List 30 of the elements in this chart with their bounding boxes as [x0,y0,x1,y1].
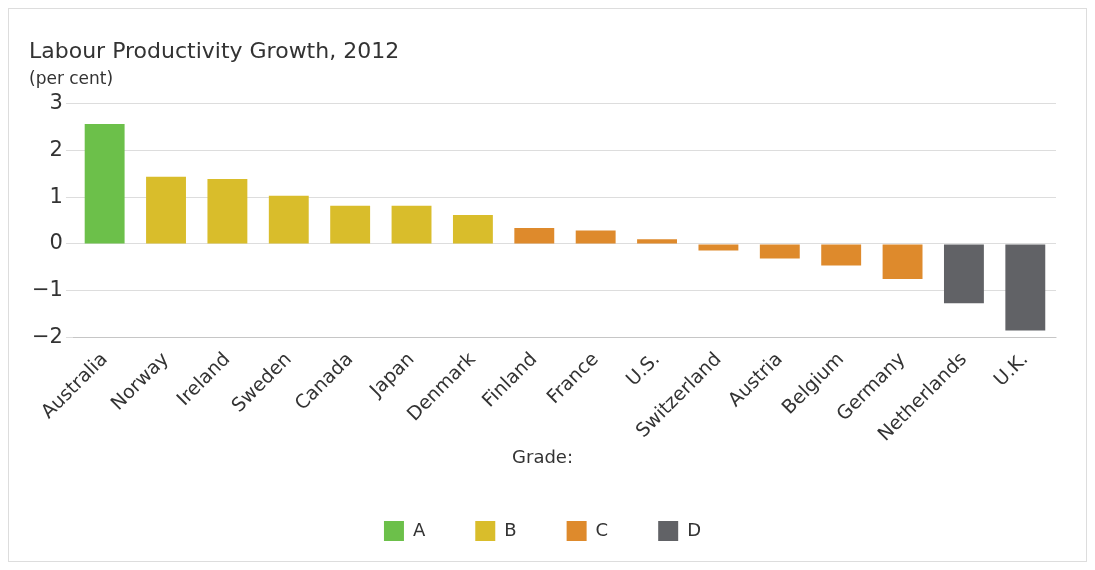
legend-title: Grade: [512,446,573,468]
bar [452,214,493,244]
chart-title: Labour Productivity Growth, 2012 [29,37,400,63]
bar [943,244,984,304]
bar [268,195,309,244]
bar [146,176,186,244]
bar [637,239,677,244]
y-tick-label: −1 [31,277,63,302]
y-tick-label: 3 [49,90,63,115]
y-tick-label: 0 [49,230,63,255]
bar [821,244,862,266]
bar [207,179,248,244]
x-tick-label: U.K. [988,347,1032,390]
y-tick-label: 2 [49,136,63,161]
bar [575,230,616,244]
bar [330,205,371,244]
legend-label: A [412,518,426,540]
bar [759,244,800,259]
bar [391,205,432,244]
legend-label: C [595,518,609,540]
bar [514,228,555,244]
bar [882,244,923,279]
legend-label: D [687,518,702,540]
chart-subtitle: (per cent) [29,68,114,89]
y-tick-label: −2 [31,323,63,348]
bar [1005,244,1046,331]
legend-label: B [504,518,517,540]
y-tick-label: 1 [49,183,63,208]
bar [698,244,739,251]
bar [84,123,125,244]
